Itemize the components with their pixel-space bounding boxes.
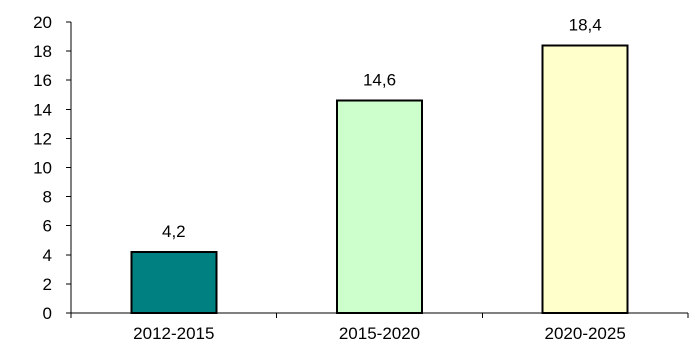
y-tick-label: 0 <box>43 304 52 323</box>
bar <box>130 250 218 314</box>
bar-value-label: 4,2 <box>162 222 186 241</box>
data-labels: 4,2 14,6 18,4 <box>162 15 602 241</box>
y-tick-label: 12 <box>33 129 52 148</box>
y-tick-label: 14 <box>33 100 52 119</box>
y-tick-label: 10 <box>33 159 52 178</box>
x-axis-ticks: 2012-2015 2015-2020 2020-2025 <box>70 313 689 343</box>
y-tick-label: 2 <box>43 275 52 294</box>
y-tick-label: 4 <box>43 246 52 265</box>
y-tick-label: 16 <box>33 71 52 90</box>
bar <box>336 99 423 314</box>
x-tick-label: 2020-2025 <box>545 324 626 343</box>
x-tick-label: 2015-2020 <box>339 324 420 343</box>
y-tick-label: 18 <box>33 42 52 61</box>
y-tick-label: 6 <box>43 217 52 236</box>
y-axis-ticks: 0 2 4 6 8 10 12 14 16 18 20 <box>33 13 71 323</box>
bar-value-label: 14,6 <box>363 71 396 90</box>
y-tick-label: 8 <box>43 188 52 207</box>
x-tick-label: 2012-2015 <box>133 324 214 343</box>
bar-value-label: 18,4 <box>569 15 602 34</box>
bars <box>130 44 629 314</box>
bar <box>541 44 629 314</box>
y-tick-label: 20 <box>33 13 52 32</box>
